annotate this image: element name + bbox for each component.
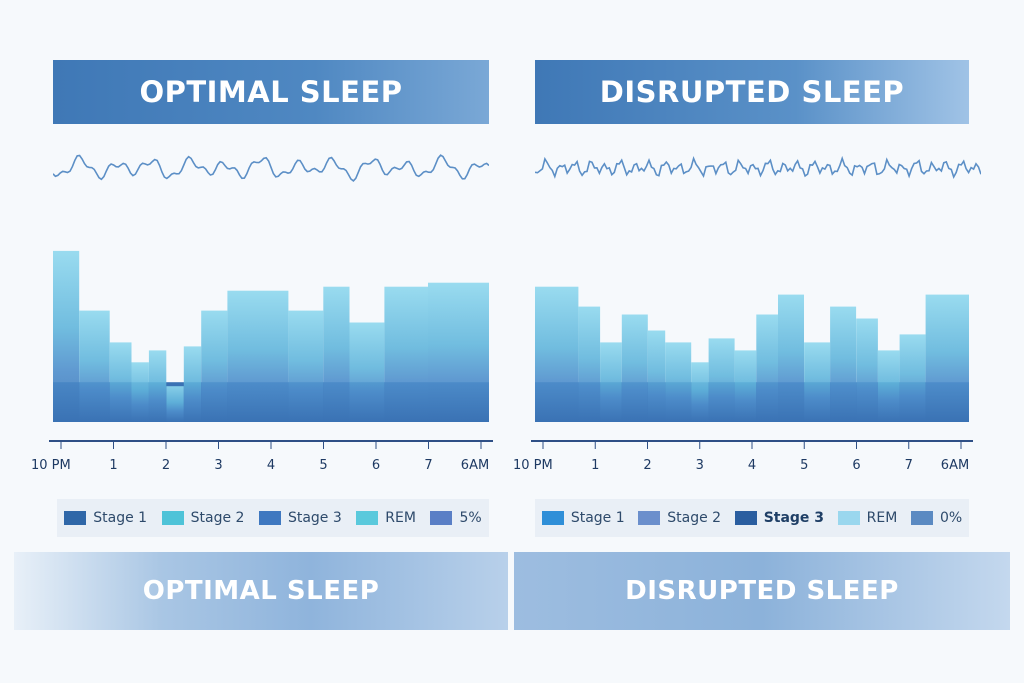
x-tick-label: 6AM — [461, 458, 489, 473]
sleep-stage-segment — [166, 386, 184, 422]
optimal-title: OPTIMAL SLEEP — [53, 60, 489, 124]
legend-swatch — [356, 511, 379, 525]
sleep-stage-segment — [131, 362, 149, 422]
x-tick-label: 4 — [748, 458, 756, 473]
sleep-stage-segment — [734, 350, 757, 422]
legend-label: Stage 3 — [287, 510, 342, 526]
x-tick-label: 7 — [905, 458, 913, 473]
legend-item: Stage 3 — [258, 510, 342, 526]
legend-label: 5% — [459, 510, 482, 526]
legend-label: Stage 3 — [763, 510, 825, 526]
sleep-stage-segment — [856, 318, 878, 422]
sleep-stage-segment — [323, 286, 350, 422]
sleep-stage-segment — [899, 334, 926, 422]
x-tick-label: 2 — [162, 458, 170, 473]
legend-swatch — [910, 511, 933, 525]
legend-swatch — [258, 511, 281, 525]
x-tick-label: 10 PM — [513, 458, 553, 473]
sleep-stage-segment — [665, 342, 692, 422]
legend-swatch — [734, 511, 757, 525]
sleep-stage-segment — [877, 350, 900, 422]
sleep-stage-segment — [708, 338, 735, 422]
x-tick-label: 6 — [372, 458, 380, 473]
legend-item: 5% — [430, 510, 482, 526]
legend-item: Stage 1 — [64, 510, 147, 526]
legend-swatch — [837, 511, 860, 525]
x-tick-label: 4 — [267, 458, 275, 473]
sleep-stage-segment — [288, 310, 324, 422]
sleep-stage-segment — [53, 250, 80, 422]
sleep-stage-segment — [183, 346, 202, 422]
sleep-stage-segment — [691, 362, 709, 422]
x-tick-label: 6 — [852, 458, 860, 473]
x-tick-label: 5 — [800, 458, 808, 473]
legend-item: Stage 3 — [734, 510, 825, 526]
x-tick-label: 1 — [109, 458, 117, 473]
legend-label: Stage 1 — [570, 510, 625, 526]
legend-swatch — [161, 511, 184, 525]
x-tick-label: 3 — [214, 458, 222, 473]
sleep-stage-segment — [349, 322, 385, 422]
x-tick-label: 3 — [696, 458, 704, 473]
sleep-stage-segment — [756, 314, 778, 422]
legend-swatch — [541, 511, 564, 525]
sleep-stage-segment — [621, 314, 648, 422]
sleep-stage-segment — [778, 294, 804, 422]
legend-label: 0% — [939, 510, 963, 526]
legend-label: Stage 1 — [93, 510, 148, 526]
footer-optimal: OPTIMAL SLEEP — [14, 552, 508, 630]
sleep-stage-segment — [925, 294, 969, 422]
sleep-stage-segment — [804, 342, 831, 422]
sleep-stage-segment — [384, 286, 428, 422]
legend-label: Stage 2 — [667, 510, 722, 526]
legend-label: REM — [866, 510, 898, 526]
legend-label: Stage 2 — [190, 510, 245, 526]
legend-item: Stage 2 — [161, 510, 245, 526]
sleep-stage-segment — [227, 290, 289, 422]
optimal-sleep-panel: OPTIMAL SLEEP 10 PM 1 2 3 4 5 6 7 6AM Stage 1 Sta… — [0, 0, 512, 545]
legend-optimal: Stage 1 Stage 2 Stage 3 REM 5% — [57, 499, 489, 537]
footer-disrupted: DISRUPTED SLEEP — [514, 552, 1010, 630]
sleep-stage-segment — [647, 330, 666, 422]
x-tick-label: 7 — [424, 458, 432, 473]
sleep-stage-segment — [79, 310, 110, 422]
legend-item: REM — [837, 510, 898, 526]
wave-line — [535, 155, 981, 180]
legend-item: 0% — [910, 510, 963, 526]
hypnogram-optimal: 10 PM 1 2 3 4 5 6 7 6AM — [31, 250, 493, 473]
legend-swatch — [638, 511, 661, 525]
brainwave-disrupted — [535, 155, 981, 180]
x-tick-label: 6AM — [941, 458, 969, 473]
x-tick-label: 5 — [319, 458, 327, 473]
sleep-stage-segment — [578, 306, 601, 422]
sleep-stage-segment — [109, 342, 132, 422]
legend-swatch — [430, 511, 453, 525]
sleep-stage-segment — [830, 306, 857, 422]
disrupted-title: DISRUPTED SLEEP — [535, 60, 969, 124]
sleep-stage-segment — [535, 286, 579, 422]
legend-disrupted: Stage 1 Stage 2 Stage 3 REM 0% — [535, 499, 969, 537]
x-tick-label: 2 — [643, 458, 651, 473]
legend-item: Stage 2 — [638, 510, 721, 526]
x-tick-label: 10 PM — [31, 458, 71, 473]
legend-label: REM — [385, 510, 416, 526]
legend-item: REM — [356, 510, 416, 526]
x-tick-label: 1 — [591, 458, 599, 473]
sleep-stage-segment — [600, 342, 622, 422]
legend-swatch — [64, 511, 87, 525]
sleep-stage-segment — [148, 350, 167, 422]
brainwave-optimal — [53, 154, 489, 182]
wave-line — [53, 154, 489, 182]
legend-item: Stage 1 — [541, 510, 625, 526]
sleep-stage-segment — [201, 310, 228, 422]
sleep-stage-segment — [428, 282, 489, 422]
hypnogram-disrupted: 10 PM 1 2 3 4 5 6 7 6AM — [513, 286, 973, 473]
